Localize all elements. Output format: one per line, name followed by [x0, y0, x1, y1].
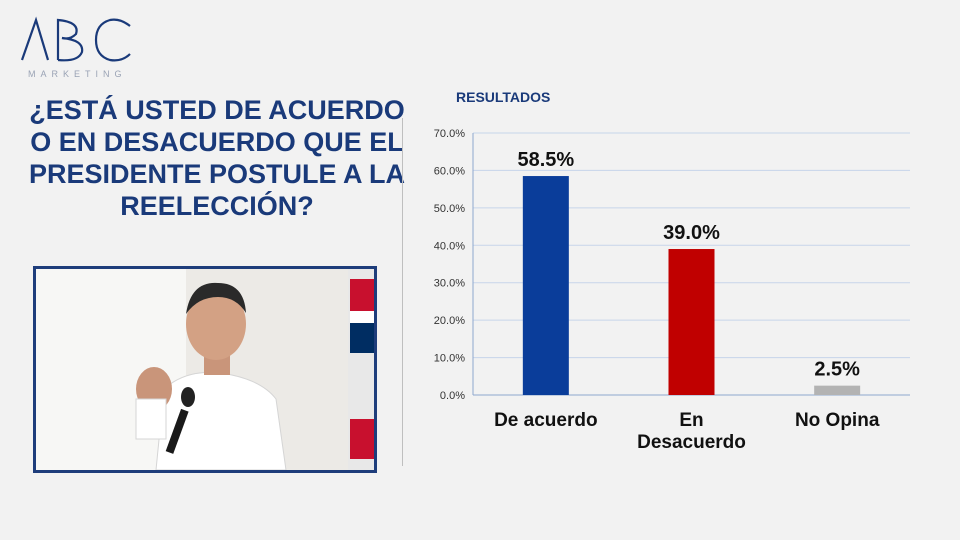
y-tick-label: 70.0%: [434, 128, 465, 140]
category-label: No Opina: [795, 410, 880, 431]
data-label: 39.0%: [663, 222, 720, 244]
logo-subtitle: MARKETING: [28, 69, 127, 79]
results-bar-chart: 0.0% 10.0% 20.0% 30.0% 40.0% 50.0% 60.0% 70.0% 5…: [405, 120, 945, 470]
bar: [668, 249, 715, 395]
y-tick-label: 0.0%: [440, 390, 465, 402]
y-tick-label: 60.0%: [434, 165, 465, 177]
survey-question: ¿ESTÁ USTED DE ACUERDO O EN DESACUERDO Q…: [28, 95, 406, 221]
y-tick-label: 50.0%: [434, 203, 465, 215]
results-title: RESULTADOS: [456, 89, 551, 105]
abc-marketing-logo: MARKETING: [18, 14, 138, 84]
category-label: De acuerdo: [494, 410, 597, 431]
y-tick-label: 40.0%: [434, 240, 465, 252]
y-tick-label: 20.0%: [434, 315, 465, 327]
data-label: 58.5%: [517, 149, 574, 171]
abc-logo-mark: [20, 16, 131, 62]
category-label: Desacuerdo: [637, 432, 746, 453]
bar: [522, 176, 569, 395]
bar: [814, 385, 861, 395]
data-label: 2.5%: [814, 359, 860, 381]
category-label: En: [679, 410, 703, 431]
president-photo: [33, 266, 377, 473]
vertical-divider: [402, 118, 403, 466]
y-tick-label: 10.0%: [434, 353, 465, 365]
y-tick-label: 30.0%: [434, 278, 465, 290]
